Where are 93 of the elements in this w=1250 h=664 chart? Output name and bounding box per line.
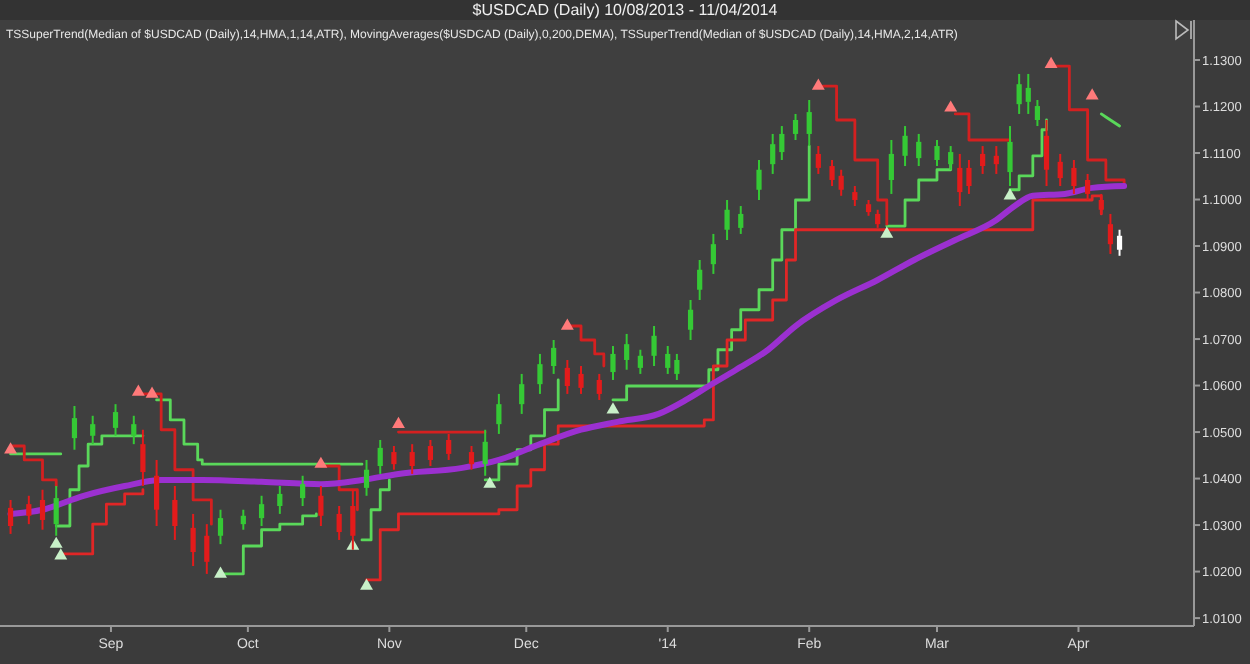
candlestick <box>277 485 283 515</box>
candlestick <box>902 125 908 168</box>
candlestick <box>519 372 525 415</box>
candlestick <box>140 428 146 488</box>
point <box>214 566 227 578</box>
candlestick <box>53 485 59 537</box>
candlestick <box>687 298 694 341</box>
candlestick <box>624 332 630 371</box>
candlestick <box>172 485 178 541</box>
point <box>606 402 620 414</box>
point <box>145 386 159 398</box>
candlestick <box>966 158 972 195</box>
point <box>560 318 574 330</box>
chart-title: $USDCAD (Daily) 10/08/2013 - 11/04/2014 <box>472 1 779 19</box>
candlestick <box>26 494 32 526</box>
candlestick <box>217 508 224 546</box>
candlestick <box>551 338 557 375</box>
candlestick <box>838 168 844 197</box>
candlestick <box>258 494 265 528</box>
point <box>49 536 63 548</box>
candlestick <box>829 158 835 188</box>
candlestick <box>596 372 602 401</box>
point <box>483 476 497 488</box>
candlestick <box>564 358 570 395</box>
candlestick <box>674 352 680 381</box>
candlestick <box>468 445 475 471</box>
candlestick <box>39 488 46 531</box>
point <box>314 456 328 468</box>
candlestick <box>875 208 881 229</box>
candlestick <box>806 98 812 148</box>
candlestick <box>190 512 196 567</box>
candlestick <box>697 258 703 301</box>
candlestick <box>916 132 922 168</box>
candlestick <box>756 158 762 201</box>
point <box>880 226 894 238</box>
candlestick <box>482 428 488 477</box>
candlestick <box>888 138 894 195</box>
point <box>944 100 958 112</box>
candlestick <box>610 345 616 381</box>
candlestick <box>710 232 716 275</box>
candlestick <box>1025 72 1031 115</box>
candlestick <box>665 345 671 375</box>
point <box>1003 188 1017 200</box>
point <box>392 416 405 428</box>
point <box>360 578 373 590</box>
candlestick <box>409 443 415 475</box>
candlestick <box>427 438 434 468</box>
candlestick <box>336 505 342 541</box>
candlestick <box>934 138 940 168</box>
point <box>1044 56 1058 68</box>
candlestick <box>738 205 744 235</box>
candlestick <box>993 145 999 175</box>
candlestick <box>391 445 397 471</box>
point <box>131 384 145 396</box>
point <box>54 548 68 560</box>
candlestick <box>948 145 954 171</box>
candlestick <box>446 432 452 461</box>
candlestick <box>815 145 821 175</box>
candlestick <box>300 474 306 508</box>
candlestick <box>792 112 799 141</box>
candlestick <box>1057 152 1063 188</box>
candlestick <box>1107 212 1114 255</box>
candlestick <box>112 403 119 437</box>
candlestick <box>131 414 137 446</box>
candlestick <box>537 352 543 395</box>
candlestick <box>578 365 584 395</box>
candlestick <box>770 132 776 175</box>
candlestick <box>724 198 730 241</box>
candlestick <box>318 485 324 528</box>
candlestick <box>71 405 78 451</box>
candlestick <box>363 458 370 497</box>
candlestick <box>1034 98 1040 128</box>
candlestick <box>496 392 502 435</box>
candlestick <box>779 125 785 161</box>
candlestick <box>651 325 657 368</box>
candlestick <box>154 458 160 528</box>
candlestick <box>1071 158 1077 195</box>
candlestick <box>7 498 14 535</box>
candlestick <box>1016 72 1022 115</box>
point <box>1085 88 1099 100</box>
candlestick <box>637 348 643 375</box>
candlestick <box>204 523 210 575</box>
candlestick <box>1116 228 1123 257</box>
candlestick <box>852 185 858 208</box>
candlestick <box>240 508 246 531</box>
candlestick <box>957 152 963 208</box>
candlestick <box>377 438 383 475</box>
point <box>811 78 825 90</box>
candlestick <box>980 145 986 175</box>
candlestick <box>1007 125 1013 188</box>
candlestick <box>1043 118 1050 188</box>
point <box>4 442 18 454</box>
candlestick <box>90 414 96 446</box>
